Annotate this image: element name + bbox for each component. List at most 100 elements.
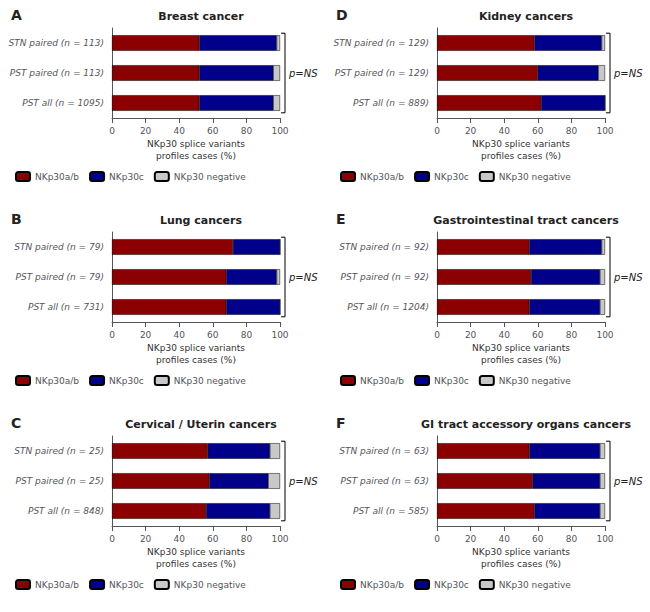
svg-text:Kidney cancers: Kidney cancers (479, 10, 574, 23)
svg-text:80: 80 (241, 126, 253, 136)
svg-text:p=NS: p=NS (288, 68, 318, 79)
svg-text:NKp30a/b: NKp30a/b (360, 580, 404, 590)
svg-text:PST all (n = 848): PST all (n = 848) (28, 506, 104, 516)
svg-text:p=NS: p=NS (613, 272, 643, 283)
svg-text:NKp30 negative: NKp30 negative (499, 376, 571, 386)
svg-text:40: 40 (498, 330, 510, 340)
svg-text:PST all (n = 731): PST all (n = 731) (28, 302, 104, 312)
svg-text:profiles cases (%): profiles cases (%) (481, 355, 561, 365)
svg-text:40: 40 (498, 534, 510, 544)
svg-text:NKp30c: NKp30c (109, 580, 144, 590)
svg-text:0: 0 (434, 534, 440, 544)
svg-text:40: 40 (173, 330, 185, 340)
svg-text:Gastrointestinal tract cancers: Gastrointestinal tract cancers (433, 214, 619, 227)
svg-text:Lung cancers: Lung cancers (160, 214, 243, 227)
svg-text:D: D (336, 7, 348, 23)
svg-text:NKp30 splice variants: NKp30 splice variants (472, 139, 570, 149)
svg-text:20: 20 (465, 534, 477, 544)
svg-text:NKp30c: NKp30c (109, 376, 144, 386)
svg-text:40: 40 (173, 534, 185, 544)
svg-text:60: 60 (532, 126, 544, 136)
svg-text:100: 100 (596, 126, 613, 136)
svg-text:60: 60 (207, 126, 219, 136)
svg-text:80: 80 (566, 534, 578, 544)
svg-text:20: 20 (465, 330, 477, 340)
svg-text:NKp30 negative: NKp30 negative (174, 172, 246, 182)
svg-text:40: 40 (498, 126, 510, 136)
svg-text:PST paired (n = 92): PST paired (n = 92) (341, 272, 429, 282)
svg-text:p=NS: p=NS (613, 476, 643, 487)
svg-text:100: 100 (596, 330, 613, 340)
svg-text:C: C (11, 415, 21, 431)
svg-text:NKp30a/b: NKp30a/b (35, 172, 79, 182)
svg-text:PST all (n = 585): PST all (n = 585) (353, 506, 429, 516)
svg-text:0: 0 (109, 126, 115, 136)
svg-text:profiles cases (%): profiles cases (%) (156, 559, 236, 569)
svg-text:PST paired (n = 79): PST paired (n = 79) (16, 272, 104, 282)
svg-text:NKp30a/b: NKp30a/b (35, 580, 79, 590)
svg-text:NKp30 negative: NKp30 negative (499, 172, 571, 182)
svg-text:Cervical / Uterin cancers: Cervical / Uterin cancers (125, 418, 277, 431)
svg-text:STN paired (n = 79): STN paired (n = 79) (14, 242, 104, 252)
svg-text:NKp30 negative: NKp30 negative (174, 580, 246, 590)
svg-text:80: 80 (241, 534, 253, 544)
svg-text:NKp30c: NKp30c (109, 172, 144, 182)
svg-text:p=NS: p=NS (288, 476, 318, 487)
svg-text:0: 0 (434, 126, 440, 136)
svg-text:NKp30 negative: NKp30 negative (499, 580, 571, 590)
svg-text:F: F (336, 415, 346, 431)
svg-text:60: 60 (207, 534, 219, 544)
svg-text:p=NS: p=NS (288, 272, 318, 283)
svg-text:Breast cancer: Breast cancer (158, 10, 244, 23)
svg-text:NKp30c: NKp30c (434, 376, 469, 386)
svg-text:NKp30a/b: NKp30a/b (360, 172, 404, 182)
svg-text:NKp30 splice variants: NKp30 splice variants (147, 343, 245, 353)
svg-text:NKp30a/b: NKp30a/b (360, 376, 404, 386)
svg-text:PST paired (n = 129): PST paired (n = 129) (335, 68, 429, 78)
svg-text:profiles cases (%): profiles cases (%) (481, 151, 561, 161)
svg-text:80: 80 (566, 330, 578, 340)
svg-text:STN paired (n = 129): STN paired (n = 129) (333, 38, 429, 48)
svg-text:B: B (11, 211, 22, 227)
svg-text:NKp30 splice variants: NKp30 splice variants (472, 547, 570, 557)
svg-text:PST paired (n = 113): PST paired (n = 113) (10, 68, 104, 78)
svg-text:80: 80 (566, 126, 578, 136)
svg-text:0: 0 (109, 534, 115, 544)
svg-text:STN paired (n = 63): STN paired (n = 63) (339, 446, 429, 456)
svg-text:100: 100 (271, 330, 288, 340)
svg-text:profiles cases (%): profiles cases (%) (156, 355, 236, 365)
svg-text:STN paired (n = 92): STN paired (n = 92) (339, 242, 429, 252)
svg-text:60: 60 (207, 330, 219, 340)
svg-text:0: 0 (434, 330, 440, 340)
svg-text:PST all (n = 1204): PST all (n = 1204) (347, 302, 429, 312)
svg-text:20: 20 (465, 126, 477, 136)
svg-text:20: 20 (140, 534, 152, 544)
svg-text:PST paired (n = 25): PST paired (n = 25) (16, 476, 104, 486)
svg-text:NKp30 splice variants: NKp30 splice variants (472, 343, 570, 353)
svg-text:NKp30a/b: NKp30a/b (35, 376, 79, 386)
svg-text:A: A (11, 7, 22, 23)
svg-text:E: E (336, 211, 346, 227)
svg-text:60: 60 (532, 330, 544, 340)
svg-text:profiles cases (%): profiles cases (%) (156, 151, 236, 161)
svg-text:60: 60 (532, 534, 544, 544)
svg-text:100: 100 (271, 534, 288, 544)
svg-text:STN paired (n = 25): STN paired (n = 25) (14, 446, 104, 456)
svg-text:PST all (n = 1095): PST all (n = 1095) (22, 98, 104, 108)
svg-text:80: 80 (241, 330, 253, 340)
svg-text:NKp30c: NKp30c (434, 580, 469, 590)
svg-text:STN paired (n = 113): STN paired (n = 113) (8, 38, 104, 48)
svg-text:PST all (n = 889): PST all (n = 889) (353, 98, 429, 108)
svg-text:NKp30c: NKp30c (434, 172, 469, 182)
svg-text:40: 40 (173, 126, 185, 136)
svg-text:p=NS: p=NS (613, 68, 643, 79)
svg-text:PST paired (n = 63): PST paired (n = 63) (341, 476, 429, 486)
svg-text:NKp30 splice variants: NKp30 splice variants (147, 547, 245, 557)
svg-text:0: 0 (109, 330, 115, 340)
svg-text:GI tract accessory organs canc: GI tract accessory organs cancers (421, 418, 631, 431)
svg-text:20: 20 (140, 330, 152, 340)
svg-text:profiles cases (%): profiles cases (%) (481, 559, 561, 569)
svg-text:100: 100 (271, 126, 288, 136)
svg-text:NKp30 negative: NKp30 negative (174, 376, 246, 386)
svg-text:100: 100 (596, 534, 613, 544)
